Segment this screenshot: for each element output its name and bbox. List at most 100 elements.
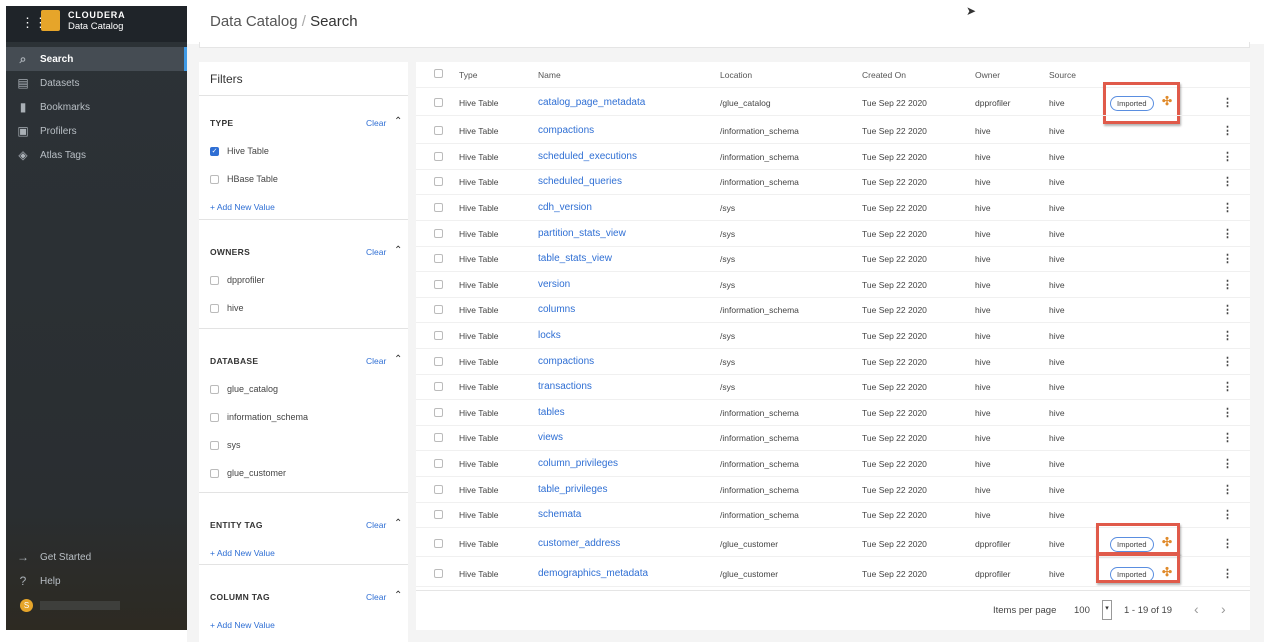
cell-name[interactable]: tables [538, 407, 565, 418]
add-new-value-button[interactable]: + Add New Value [210, 548, 275, 558]
table-row[interactable]: Hive Table table_privileges/information_s… [416, 477, 1250, 503]
filter-option[interactable]: sys [210, 440, 241, 451]
collapse-chevron-icon[interactable]: ⌃ [394, 518, 403, 529]
column-header-created-on[interactable]: Created On [862, 70, 906, 80]
cell-name[interactable]: locks [538, 330, 561, 341]
more-options-icon[interactable]: ⋮ [1222, 151, 1233, 163]
cell-name[interactable]: columns [538, 304, 576, 315]
row-checkbox[interactable] [434, 126, 443, 135]
row-checkbox[interactable] [434, 203, 443, 212]
row-checkbox[interactable] [434, 433, 443, 442]
more-options-icon[interactable]: ⋮ [1222, 407, 1233, 419]
filter-option[interactable]: ✓ Hive Table [210, 146, 269, 157]
cell-name[interactable]: scheduled_executions [538, 151, 637, 162]
table-row[interactable]: Hive Table catalog_page_metadata/glue_cat… [416, 90, 1250, 116]
filter-option[interactable]: dpprofiler [210, 275, 265, 286]
row-checkbox[interactable] [434, 280, 443, 289]
checkbox[interactable] [210, 441, 219, 451]
row-checkbox[interactable] [434, 485, 443, 494]
sidebar-item-search[interactable]: ⌕ Search [6, 47, 187, 71]
more-options-icon[interactable]: ⋮ [1222, 509, 1233, 521]
table-row[interactable]: Hive Table partition_stats_view/sys Tue Se… [416, 221, 1250, 247]
more-options-icon[interactable]: ⋮ [1222, 202, 1233, 214]
sidebar-item-datasets[interactable]: ▤ Datasets [6, 71, 187, 95]
more-options-icon[interactable]: ⋮ [1222, 381, 1233, 393]
more-options-icon[interactable]: ⋮ [1222, 568, 1233, 580]
more-options-icon[interactable]: ⋮ [1222, 538, 1233, 550]
table-row[interactable]: Hive Table views/information_schema Tue Se… [416, 425, 1250, 451]
cell-name[interactable]: transactions [538, 381, 592, 392]
checkbox[interactable] [210, 175, 219, 185]
more-options-icon[interactable]: ⋮ [1222, 279, 1233, 291]
more-options-icon[interactable]: ⋮ [1222, 304, 1233, 316]
more-options-icon[interactable]: ⋮ [1222, 228, 1233, 240]
checkbox[interactable] [210, 385, 219, 395]
cell-name[interactable]: catalog_page_metadata [538, 97, 646, 108]
sidebar-item-profilers[interactable]: ▣ Profilers [6, 119, 187, 143]
table-row[interactable]: Hive Table schemata/information_schema Tue… [416, 502, 1250, 528]
cell-name[interactable]: column_privileges [538, 458, 619, 469]
sidebar-item-get-started[interactable]: → Get Started [6, 545, 187, 569]
table-row[interactable]: Hive Table version/sys Tue Sep 22 2020 hive… [416, 272, 1250, 298]
row-checkbox[interactable] [434, 152, 443, 161]
collapse-chevron-icon[interactable]: ⌃ [394, 354, 403, 365]
column-header-location[interactable]: Location [720, 70, 753, 80]
table-row[interactable]: Hive Table compactions/sys Tue Sep 22 2020… [416, 349, 1250, 375]
filter-clear-button[interactable]: Clear [366, 592, 387, 602]
more-options-icon[interactable]: ⋮ [1222, 176, 1233, 188]
table-row[interactable]: Hive Table demographics_metadata/glue_cus… [416, 561, 1250, 587]
table-row[interactable]: Hive Table customer_address/glue_customer… [416, 531, 1250, 557]
more-options-icon[interactable]: ⋮ [1222, 356, 1233, 368]
row-checkbox[interactable] [434, 305, 443, 314]
cell-name[interactable]: compactions [538, 125, 595, 136]
row-checkbox[interactable] [434, 177, 443, 186]
more-options-icon[interactable]: ⋮ [1222, 125, 1233, 137]
add-new-value-button[interactable]: + Add New Value [210, 202, 275, 212]
cell-name[interactable]: compactions [538, 356, 595, 367]
cell-name[interactable]: partition_stats_view [538, 228, 626, 239]
row-checkbox[interactable] [434, 539, 443, 548]
filter-clear-button[interactable]: Clear [366, 356, 387, 366]
row-checkbox[interactable] [434, 569, 443, 578]
sidebar-item-bookmarks[interactable]: ▮ Bookmarks [6, 95, 187, 119]
more-options-icon[interactable]: ⋮ [1222, 458, 1233, 470]
more-options-icon[interactable]: ⋮ [1222, 330, 1233, 342]
table-row[interactable]: Hive Table table_stats_view/sys Tue Sep 22… [416, 246, 1250, 272]
checkbox[interactable] [210, 469, 219, 479]
cell-name[interactable]: cdh_version [538, 202, 592, 213]
cell-name[interactable]: views [538, 432, 564, 443]
cell-name[interactable]: customer_address [538, 538, 621, 549]
row-checkbox[interactable] [434, 408, 443, 417]
items-per-page-value[interactable]: 100 [1074, 605, 1090, 616]
filter-option[interactable]: glue_customer [210, 468, 286, 479]
row-checkbox[interactable] [434, 331, 443, 340]
checkbox[interactable]: ✓ [210, 147, 219, 157]
table-row[interactable]: Hive Table tables/information_schema Tue S… [416, 400, 1250, 426]
more-options-icon[interactable]: ⋮ [1222, 484, 1233, 496]
sidebar-item-atlas-tags[interactable]: ◈ Atlas Tags [6, 143, 187, 167]
add-new-value-button[interactable]: + Add New Value [210, 620, 275, 630]
prev-page-icon[interactable]: ‹ [1194, 601, 1199, 617]
filter-option[interactable]: information_schema [210, 412, 308, 423]
table-row[interactable]: Hive Table scheduled_executions/informati… [416, 144, 1250, 170]
table-row[interactable]: Hive Table columns/information_schema Tue … [416, 297, 1250, 323]
table-row[interactable]: Hive Table transactions/sys Tue Sep 22 202… [416, 374, 1250, 400]
row-checkbox[interactable] [434, 510, 443, 519]
table-row[interactable]: Hive Table locks/sys Tue Sep 22 2020 hive hi… [416, 323, 1250, 349]
filter-clear-button[interactable]: Clear [366, 247, 387, 257]
avatar[interactable]: S [20, 599, 33, 612]
column-header-type[interactable]: Type [459, 70, 478, 80]
column-header-name[interactable]: Name [538, 70, 561, 80]
cell-name[interactable]: schemata [538, 509, 582, 520]
table-row[interactable]: Hive Table column_privileges/information_… [416, 451, 1250, 477]
cell-name[interactable]: scheduled_queries [538, 176, 622, 187]
cell-name[interactable]: demographics_metadata [538, 568, 649, 579]
table-row[interactable]: Hive Table cdh_version/sys Tue Sep 22 2020… [416, 195, 1250, 221]
filter-clear-button[interactable]: Clear [366, 118, 387, 128]
row-checkbox[interactable] [434, 229, 443, 238]
collapse-chevron-icon[interactable]: ⌃ [394, 590, 403, 601]
breadcrumb-root[interactable]: Data Catalog [210, 13, 298, 30]
select-all-checkbox[interactable] [434, 69, 443, 78]
row-checkbox[interactable] [434, 357, 443, 366]
filter-option[interactable]: glue_catalog [210, 384, 278, 395]
